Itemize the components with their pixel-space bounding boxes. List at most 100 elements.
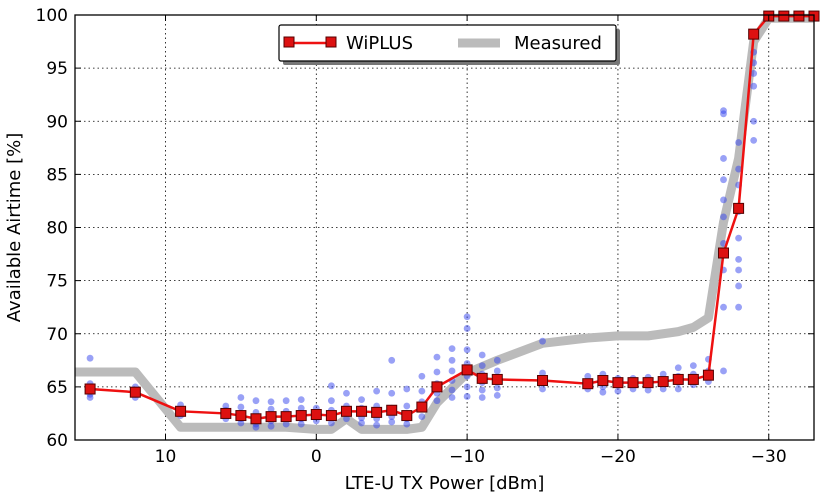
- scatter-point: [237, 403, 245, 411]
- scatter-point: [418, 372, 426, 380]
- wiplus-marker: [220, 407, 232, 419]
- scatter-point: [327, 397, 335, 405]
- x-tick-label: −20: [600, 447, 636, 467]
- scatter-point: [735, 282, 742, 290]
- scatter-point: [282, 397, 290, 405]
- scatter-point: [720, 176, 727, 184]
- scatter-point: [237, 394, 245, 401]
- scatter-point: [599, 388, 607, 396]
- y-tick-label: 80: [46, 219, 68, 239]
- scatter-point: [358, 396, 365, 404]
- measured-line: [75, 13, 814, 434]
- wiplus-marker: [175, 405, 187, 417]
- scatter-point: [674, 364, 682, 372]
- wiplus-marker: [84, 383, 96, 395]
- y-tick-label: 100: [36, 6, 68, 26]
- scatter-point: [252, 397, 260, 405]
- scatter-point: [388, 418, 396, 426]
- scatter-point: [674, 385, 682, 393]
- wiplus-marker: [657, 376, 669, 388]
- wiplus-marker: [129, 386, 141, 398]
- scatter-point: [644, 386, 652, 394]
- scatter-point: [433, 368, 441, 376]
- x-tick-label: −30: [751, 447, 787, 467]
- wiplus-marker: [718, 247, 730, 259]
- scatter-point: [720, 303, 727, 311]
- wiplus-marker: [793, 10, 805, 22]
- scatter-point: [388, 356, 396, 364]
- scatter-point: [463, 325, 471, 332]
- scatter-point: [403, 420, 411, 428]
- scatter-point: [735, 165, 742, 173]
- legend-measured-label: Measured: [514, 33, 602, 54]
- scatter-point: [448, 356, 456, 364]
- scatter-point: [493, 391, 501, 399]
- wiplus-marker: [250, 413, 262, 425]
- scatter-point: [735, 303, 742, 311]
- wiplus-marker: [340, 405, 352, 417]
- wiplus-marker: [491, 373, 503, 385]
- scatter-point: [282, 420, 290, 428]
- scatter-point: [463, 313, 471, 321]
- legend-wiplus-label: WiPLUS: [346, 33, 413, 54]
- scatter-point: [750, 82, 758, 90]
- y-tick-label: 90: [46, 112, 68, 132]
- wiplus-marker: [597, 375, 609, 386]
- wiplus-marker: [461, 364, 473, 376]
- y-tick-label: 85: [46, 165, 68, 185]
- scatter-point: [493, 356, 501, 364]
- scatter-point: [659, 385, 667, 393]
- wiplus-marker: [778, 10, 790, 22]
- scatter-point: [373, 387, 381, 395]
- scatter-point: [358, 419, 365, 427]
- wiplus-marker: [295, 410, 307, 422]
- scatter-point: [720, 367, 727, 375]
- scatter-point: [750, 117, 758, 125]
- scatter-points: [86, 11, 818, 431]
- scatter-point: [539, 369, 546, 377]
- wiplus-marker: [265, 411, 277, 423]
- wiplus-marker: [235, 410, 247, 422]
- scatter-point: [448, 394, 456, 401]
- x-tick-label: 0: [311, 447, 322, 467]
- measured-series: [75, 13, 814, 434]
- scatter-point: [388, 389, 396, 397]
- scatter-point: [539, 385, 546, 393]
- scatter-point: [267, 422, 275, 430]
- scatter-point: [720, 213, 727, 221]
- scatter-point: [720, 155, 727, 162]
- legend-wiplus-marker-left: [283, 36, 295, 48]
- scatter-point: [267, 405, 275, 413]
- scatter-point: [478, 394, 486, 401]
- scatter-point: [735, 139, 742, 146]
- scatter-point: [720, 196, 727, 204]
- scatter-point: [448, 367, 456, 375]
- wiplus-marker: [537, 375, 549, 386]
- scatter-point: [720, 110, 727, 118]
- wiplus-marker: [310, 409, 322, 420]
- wiplus-marker: [325, 410, 337, 422]
- x-tick-label: −10: [449, 447, 485, 467]
- wiplus-marker: [416, 401, 428, 413]
- wiplus-marker: [476, 372, 488, 384]
- scatter-point: [493, 384, 501, 392]
- scatter-point: [403, 385, 411, 393]
- scatter-point: [86, 354, 94, 362]
- y-tick-label: 75: [46, 272, 68, 292]
- wiplus-marker: [612, 377, 624, 389]
- wiplus-marker: [672, 373, 684, 385]
- scatter-point: [478, 362, 486, 370]
- wiplus-marker: [627, 377, 639, 389]
- wiplus-marker: [386, 404, 398, 416]
- y-tick-label: 70: [46, 325, 68, 345]
- legend: WiPLUS Measured: [278, 24, 620, 65]
- wiplus-series: [84, 10, 820, 425]
- scatter-point: [297, 420, 305, 428]
- wiplus-marker: [280, 411, 292, 423]
- wiplus-marker: [642, 377, 654, 389]
- scatter-point: [373, 421, 381, 429]
- legend-box: [278, 24, 617, 62]
- wiplus-marker: [401, 410, 413, 422]
- wiplus-marker: [356, 405, 368, 417]
